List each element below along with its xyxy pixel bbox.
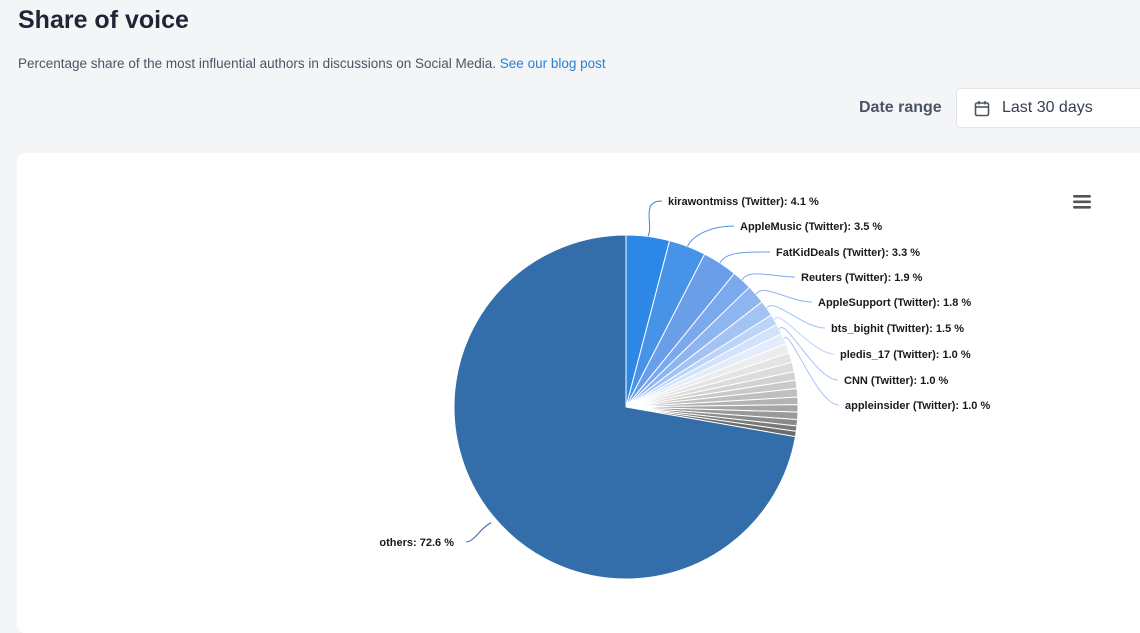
slice-data-label: bts_bighit (Twitter): 1.5 % — [831, 323, 964, 335]
calendar-icon — [974, 100, 990, 122]
label-connector — [465, 522, 492, 543]
label-connector — [783, 337, 840, 406]
slice-data-label: others: 72.6 % — [379, 537, 454, 549]
label-connector — [755, 289, 813, 303]
pie-slice[interactable] — [453, 234, 796, 580]
slice-data-label: pledis_17 (Twitter): 1.0 % — [840, 349, 971, 361]
slice-data-label: CNN (Twitter): 1.0 % — [844, 375, 949, 387]
page-title: Share of voice — [18, 6, 189, 34]
pie-chart: kirawontmiss (Twitter): 4.1 % AppleMusic … — [379, 196, 990, 580]
label-connector — [647, 200, 663, 237]
hamburger-menu-icon[interactable] — [1072, 193, 1092, 216]
label-connector — [687, 225, 735, 247]
slice-data-label: FatKidDeals (Twitter): 3.3 % — [776, 247, 920, 259]
label-connector — [778, 327, 839, 381]
slice-data-label: AppleSupport (Twitter): 1.8 % — [818, 297, 971, 309]
slice-data-label: kirawontmiss (Twitter): 4.1 % — [668, 196, 819, 208]
slice-data-label: AppleMusic (Twitter): 3.5 % — [740, 221, 882, 233]
subtitle-text: Percentage share of the most influential… — [18, 56, 497, 71]
label-connector — [741, 273, 796, 281]
label-connector — [773, 317, 835, 355]
page-subtitle: Percentage share of the most influential… — [18, 56, 606, 71]
label-connector — [719, 251, 771, 264]
label-connector — [766, 305, 826, 329]
blog-post-link[interactable]: See our blog post — [499, 56, 606, 71]
slice-data-label: Reuters (Twitter): 1.9 % — [801, 272, 923, 284]
date-range-value: Last 30 days — [1002, 99, 1093, 116]
date-range-picker[interactable]: Last 30 days — [956, 88, 1140, 128]
slice-data-label: appleinsider (Twitter): 1.0 % — [845, 400, 990, 412]
date-range-label: Date range — [859, 99, 942, 116]
